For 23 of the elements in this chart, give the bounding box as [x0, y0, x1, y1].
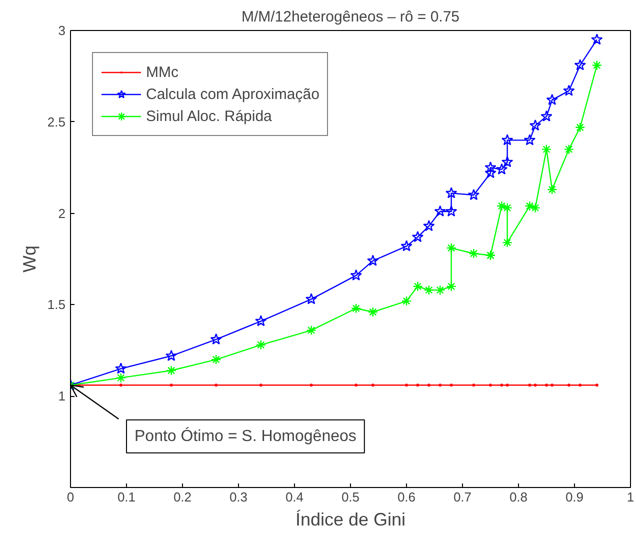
- legend-label: Calcula com Aproximação: [146, 84, 320, 104]
- x-tick-label: 0: [66, 490, 74, 504]
- annotation: Ponto Ótimo = S. Homogêneos: [134, 426, 356, 445]
- x-tick-label: 0.4: [285, 490, 304, 504]
- x-tick-label: 0.1: [117, 490, 136, 504]
- y-tick-label: 1.5: [47, 297, 66, 312]
- x-tick-label: 0.6: [397, 490, 416, 504]
- chart-title: M/M/12heterogêneos – rô = 0.75: [241, 8, 460, 26]
- x-tick-label: 0.5: [341, 490, 360, 504]
- y-tick-label: 3: [58, 23, 66, 38]
- x-tick-label: 0.3: [229, 490, 248, 504]
- x-axis-title: Índice de Gini: [295, 510, 406, 530]
- x-tick-label: 0.7: [453, 490, 472, 504]
- y-tick-label: 2: [58, 206, 66, 221]
- legend-label: Simul Aloc. Rápida: [146, 106, 272, 126]
- y-tick-label: 2.5: [47, 114, 66, 130]
- y-tick-label: 1: [58, 388, 66, 404]
- x-tick-label: 0.9: [565, 490, 584, 504]
- x-tick-label: 0.2: [173, 490, 192, 504]
- x-tick-label: 0.8: [509, 490, 528, 504]
- x-tick-label: 1: [626, 490, 634, 504]
- y-axis-title: Wq: [19, 246, 40, 272]
- legend-label: MMc: [146, 62, 178, 82]
